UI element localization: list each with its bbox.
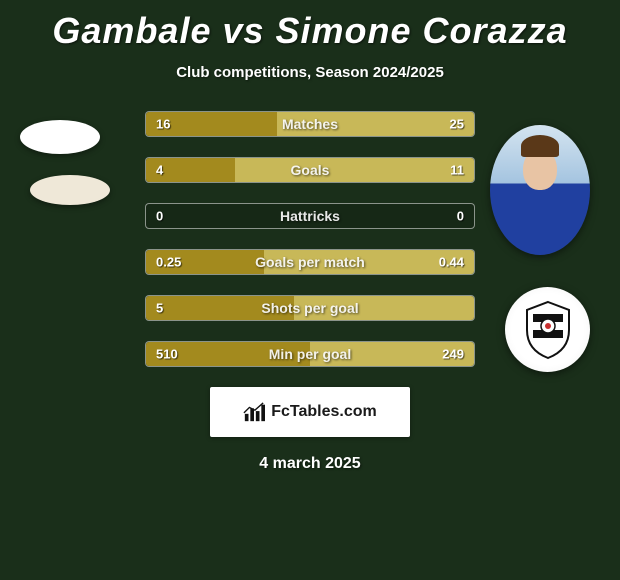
stat-row: 5 Shots per goal [145, 295, 475, 321]
stat-label: Goals per match [255, 254, 365, 270]
stat-value-right: 0 [457, 209, 464, 224]
stat-row: 0.25 0.44 Goals per match [145, 249, 475, 275]
stat-label: Goals [291, 162, 330, 178]
stat-label: Min per goal [269, 346, 351, 362]
stat-value-left: 0 [156, 209, 163, 224]
stat-value-right: 0.44 [439, 255, 464, 270]
stat-value-left: 4 [156, 163, 163, 178]
stat-value-left: 510 [156, 347, 178, 362]
player-right-club-badge [505, 287, 590, 372]
stat-value-right: 11 [450, 163, 464, 178]
footer-attribution[interactable]: FcTables.com [210, 387, 410, 437]
stat-row: 4 11 Goals [145, 157, 475, 183]
footer-text: FcTables.com [271, 403, 377, 421]
stat-row: 0 0 Hattricks [145, 203, 475, 229]
stat-value-right: 249 [442, 347, 464, 362]
stat-bar-right [235, 158, 474, 182]
bar-chart-icon [243, 401, 265, 423]
stat-label: Shots per goal [261, 300, 358, 316]
stat-label: Hattricks [280, 208, 340, 224]
shield-icon [523, 300, 573, 360]
subtitle: Club competitions, Season 2024/2025 [0, 64, 620, 81]
stats-container: 16 25 Matches 4 11 Goals 0 0 Hattricks 0.25 0.44 Go… [145, 111, 475, 367]
stat-label: Matches [282, 116, 338, 132]
date-label: 4 march 2025 [0, 455, 620, 473]
player-left-badge-2 [30, 175, 110, 205]
page-title: Gambale vs Simone Corazza [0, 0, 620, 52]
player-right-avatar [490, 125, 590, 255]
stat-row: 510 249 Min per goal [145, 341, 475, 367]
stat-value-left: 0.25 [156, 255, 181, 270]
stat-value-left: 5 [156, 301, 163, 316]
stat-row: 16 25 Matches [145, 111, 475, 137]
stat-value-right: 25 [450, 117, 464, 132]
stat-value-left: 16 [156, 117, 170, 132]
player-left-badge-1 [20, 120, 100, 154]
